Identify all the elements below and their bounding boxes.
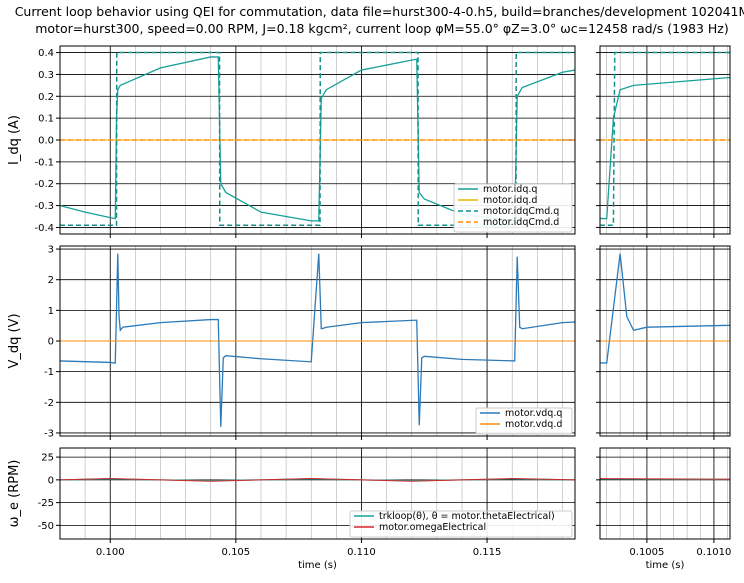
y-tick-label: -0.1 — [34, 157, 54, 168]
x-tick-label: 0.100 — [96, 547, 125, 558]
vdq-zoom-series-group — [600, 253, 730, 364]
legend-box — [453, 183, 573, 233]
y-axis-label: ω_e (RPM) — [7, 460, 22, 528]
x-tick-label: 0.110 — [347, 547, 376, 558]
y-tick-label: -0.3 — [34, 201, 54, 212]
legend-entry: motor.vdq.q — [505, 408, 562, 419]
y-tick-label: 0.0 — [38, 136, 54, 147]
legend: motor.idq.qmotor.idq.dmotor.idqCmd.qmoto… — [453, 183, 573, 233]
omega-main-axes-frame — [59, 447, 576, 540]
y-tick-label: -2 — [44, 398, 54, 409]
x-tick-label: 0.115 — [473, 547, 502, 558]
y-tick-label: 0.1 — [38, 114, 54, 125]
y-tick-label: 0 — [48, 337, 54, 348]
legend-entry: motor.idqCmd.q — [483, 206, 559, 217]
x-tick-label: 0.105 — [222, 547, 251, 558]
x-axis-label: time (s) — [646, 560, 685, 571]
series-line-motor-idq-q — [600, 76, 730, 220]
figure-title-line-1: Current loop behavior using QEI for comm… — [15, 4, 744, 19]
omega-zoom-axes-frame — [599, 447, 731, 540]
y-axis-label: I_dq (A) — [7, 115, 22, 165]
zoom-x-tick-label: 0.1005 — [629, 547, 664, 558]
y-tick-label: -1 — [44, 367, 54, 378]
legend-box — [475, 407, 573, 435]
series-line-motor-omegaelectrical — [60, 477, 575, 482]
series-line-motor-vdq-q — [600, 253, 730, 364]
series-line-motor-idqcmd-q — [60, 51, 575, 227]
legend-entry: motor.idq.q — [483, 184, 537, 195]
y-tick-label: 0.3 — [38, 70, 54, 81]
x-axis-label: time (s) — [298, 560, 337, 571]
y-axis-label: V_dq (V) — [7, 313, 22, 368]
y-tick-label: -3 — [44, 428, 54, 439]
y-tick-label: 2 — [48, 275, 54, 286]
y-tick-label: 0.4 — [38, 48, 54, 59]
y-tick-label: -0.4 — [34, 223, 54, 234]
legend-entry: motor.omegaElectrical — [379, 522, 486, 533]
legend: trkloop(θ), θ = motor.thetaElectrical)mo… — [349, 510, 573, 538]
legend-box — [349, 510, 573, 538]
legend-entry: motor.vdq.d — [505, 419, 562, 430]
legend-entry: motor.idqCmd.d — [483, 217, 559, 228]
series-line-motor-vdq-q — [60, 253, 575, 427]
zoom-x-tick-label: 0.1010 — [696, 547, 731, 558]
y-tick-label: 0 — [48, 475, 54, 486]
iqd-zoom-series-group — [600, 51, 730, 227]
y-tick-label: -25 — [38, 498, 54, 509]
legend-entry: trkloop(θ), θ = motor.thetaElectrical) — [379, 511, 555, 522]
y-tick-label: -0.2 — [34, 179, 54, 190]
figure-title-line-2: motor=hurst300, speed=0.00 RPM, J=0.18 k… — [35, 21, 729, 36]
y-tick-label: 3 — [48, 245, 54, 256]
y-tick-label: 1 — [48, 306, 54, 317]
y-tick-label: 25 — [41, 453, 54, 464]
y-tick-label: 0.2 — [38, 92, 54, 103]
vdq-main-series-group — [60, 253, 575, 427]
omega-main-series-group — [60, 477, 575, 482]
y-tick-label: -50 — [38, 521, 54, 532]
legend-entry: motor.idq.d — [483, 195, 537, 206]
